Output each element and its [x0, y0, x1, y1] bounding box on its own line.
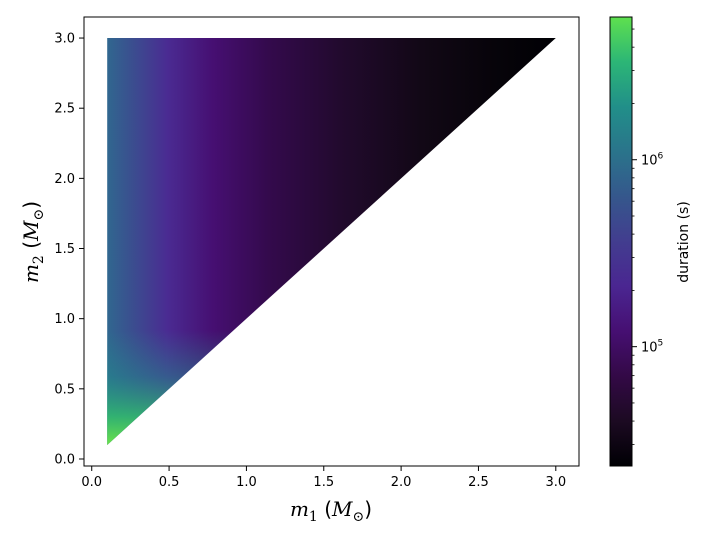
- x-axis: 0.0 0.5 1.0 1.5 2.0 2.5 3.0: [81, 466, 566, 490]
- colorbar-tick-label: 106: [641, 152, 664, 169]
- colorbar-gradient: [609, 16, 633, 467]
- colorbar-tick-label: 105: [641, 339, 663, 356]
- x-tick-label: 1.0: [236, 475, 257, 490]
- x-tick-label: 3.0: [545, 475, 566, 490]
- x-tick-label: 1.5: [313, 475, 334, 490]
- y-axis-title: m2 (M⊙): [19, 201, 47, 283]
- colorbar-ticks: 105 106: [632, 28, 664, 445]
- x-tick-label: 0.5: [159, 475, 180, 490]
- y-tick-label: 1.5: [54, 242, 75, 257]
- x-tick-label: 0.0: [81, 475, 102, 490]
- y-tick-label: 3.0: [54, 32, 75, 47]
- y-tick-label: 2.5: [54, 102, 75, 117]
- y-tick-label: 2.0: [54, 172, 75, 187]
- x-axis-title: m1 (M⊙): [290, 497, 372, 525]
- colorbar: 105 106 duration (s): [609, 16, 692, 467]
- y-axis: 0.0 0.5 1.0 1.5 2.0 2.5 3.0: [54, 32, 84, 467]
- y-tick-label: 0.0: [54, 452, 75, 467]
- x-tick-label: 2.5: [468, 475, 489, 490]
- colorbar-label: duration (s): [676, 201, 692, 283]
- plot-area: [83, 16, 580, 467]
- y-tick-label: 0.5: [54, 382, 75, 397]
- x-tick-label: 2.0: [391, 475, 412, 490]
- y-tick-label: 1.0: [54, 312, 75, 327]
- plot-border: [83, 16, 580, 467]
- heatmap-region-overlay: [107, 38, 556, 445]
